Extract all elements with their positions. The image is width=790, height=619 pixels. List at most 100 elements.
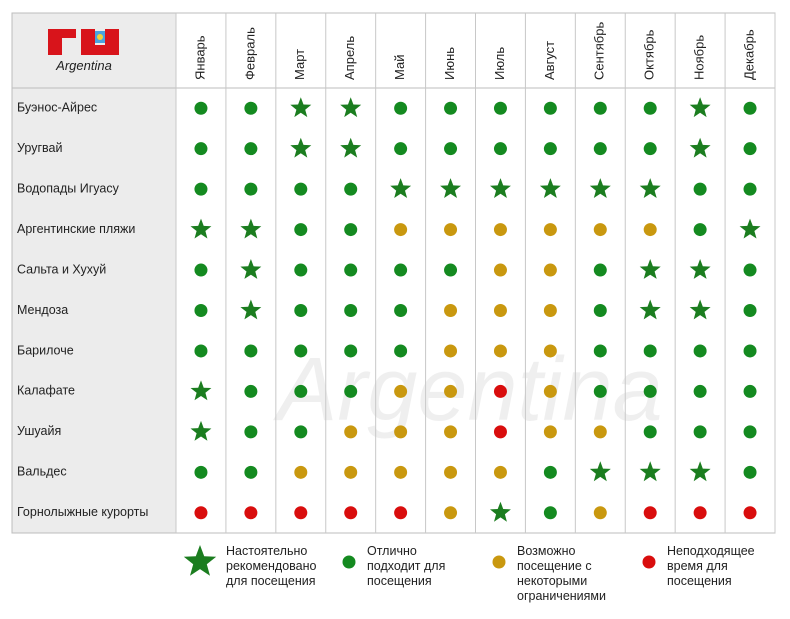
good-dot xyxy=(743,465,757,479)
month-label: Апрель xyxy=(342,36,357,80)
star xyxy=(290,97,312,118)
good-dot xyxy=(643,384,657,398)
good-dot xyxy=(743,344,757,358)
good-dot xyxy=(244,384,258,398)
good-dot xyxy=(743,101,757,115)
good-dot xyxy=(394,304,408,317)
good-dot xyxy=(493,142,507,156)
good-dot xyxy=(344,344,358,358)
logo: Argentina xyxy=(48,29,119,73)
row-label: Ушуайя xyxy=(17,424,61,438)
limited-dot xyxy=(444,506,458,520)
star xyxy=(639,461,661,482)
star xyxy=(240,299,262,320)
good-dot xyxy=(444,142,458,156)
good-dot xyxy=(643,101,657,115)
logo-block xyxy=(62,29,76,38)
bad-dot xyxy=(693,506,707,520)
good-dot xyxy=(543,506,557,520)
star xyxy=(490,178,511,198)
star xyxy=(440,178,461,198)
good-dot xyxy=(743,182,757,196)
row-label: Сальта и Хухуй xyxy=(17,262,106,276)
good-dot xyxy=(743,304,757,317)
limited-dot xyxy=(543,304,557,317)
good-dot xyxy=(643,142,657,156)
good-dot xyxy=(244,142,258,156)
row-label: Калафате xyxy=(17,384,75,398)
legend-symbol xyxy=(183,545,217,576)
good-dot xyxy=(344,263,358,277)
bad-dot xyxy=(643,506,657,520)
logo-sun xyxy=(97,34,103,40)
good-dot xyxy=(394,101,408,115)
star xyxy=(340,137,362,158)
month-label: Июнь xyxy=(442,47,457,80)
star xyxy=(190,380,212,401)
month-label: Май xyxy=(392,55,407,80)
month-label: Сентябрь xyxy=(592,22,607,80)
limited-dot xyxy=(593,506,607,520)
limited-dot xyxy=(444,223,458,237)
good-dot xyxy=(294,263,308,277)
month-label: Июль xyxy=(492,47,507,80)
limited-dot xyxy=(493,344,507,358)
good-dot xyxy=(743,263,757,277)
good-dot xyxy=(244,425,258,439)
star xyxy=(639,178,661,198)
good-dot xyxy=(244,344,258,358)
month-label: Ноябрь xyxy=(692,35,707,80)
legend-label: Возможно посещение с некоторыми ограничения… xyxy=(517,544,606,603)
row-label: Вальдес xyxy=(17,465,67,479)
limited-dot xyxy=(394,223,408,237)
limited-dot xyxy=(543,384,557,398)
good-dot xyxy=(693,182,707,196)
good-dot xyxy=(194,304,208,317)
bad-dot xyxy=(344,506,358,520)
limited-dot xyxy=(493,223,507,237)
good-dot xyxy=(543,101,557,115)
good-dot xyxy=(493,101,507,115)
good-dot xyxy=(394,142,408,156)
limited-dot xyxy=(294,465,308,479)
legend-label: Неподходящее время для посещения xyxy=(667,544,755,588)
star xyxy=(390,178,412,198)
good-dot xyxy=(344,223,358,237)
bad-dot xyxy=(394,506,408,520)
row-label: Буэнос-Айрес xyxy=(17,101,97,115)
row-label: Уругвай xyxy=(17,141,62,155)
good-dot xyxy=(294,425,308,439)
month-label: Январь xyxy=(192,35,207,80)
bad-dot xyxy=(493,425,507,439)
logo-block xyxy=(95,45,105,55)
good-dot xyxy=(194,465,208,479)
limited-dot xyxy=(344,465,358,479)
star xyxy=(240,259,262,279)
month-label: Март xyxy=(292,49,307,80)
limited-dot xyxy=(543,223,557,237)
row-label: Барилоче xyxy=(17,343,74,357)
good-dot xyxy=(593,304,607,317)
row-label: Аргентинские пляжи xyxy=(17,222,135,236)
good-dot xyxy=(294,304,308,317)
good-dot xyxy=(693,223,707,237)
good-dot xyxy=(743,142,757,156)
row-label: Мендоза xyxy=(17,303,68,317)
good-dot xyxy=(344,304,358,317)
month-label: Февраль xyxy=(242,27,257,80)
good-dot xyxy=(444,101,458,115)
good-dot xyxy=(543,465,557,479)
good-dot xyxy=(294,344,308,358)
good-dot xyxy=(593,142,607,156)
good-dot xyxy=(344,384,358,398)
limited-dot xyxy=(593,223,607,237)
good-dot xyxy=(693,344,707,358)
star xyxy=(190,420,212,441)
limited-dot xyxy=(444,465,458,479)
limited-dot xyxy=(444,384,458,398)
good-dot xyxy=(294,223,308,237)
good-dot xyxy=(543,142,557,156)
limited-dot xyxy=(493,465,507,479)
star xyxy=(589,461,611,482)
